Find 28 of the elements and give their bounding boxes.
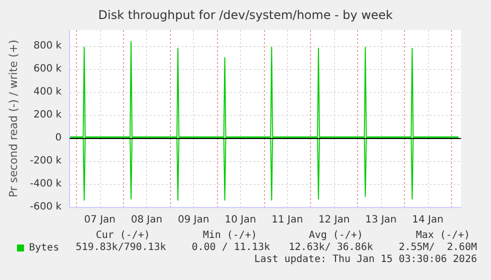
- text: 519.83k/790.13k: [76, 242, 166, 254]
- text: Min (-/+): [202, 230, 257, 242]
- y-tick-label: -200 k: [30, 156, 62, 167]
- x-tick-label: 12 Jan: [318, 214, 350, 226]
- text: 12.63k/ 36.86k: [288, 242, 373, 254]
- x-tick-label: 09 Jan: [178, 214, 210, 226]
- y-axis-title: Pr second read (-) / write (+): [7, 40, 20, 198]
- x-tick-label: 13 Jan: [365, 214, 397, 226]
- x-tick-label: 08 Jan: [131, 214, 162, 226]
- text: Last update: Thu Jan 15 03:30:06 2026: [254, 254, 477, 266]
- y-tick-label: 600 k: [34, 64, 62, 75]
- y-tick-label: 800 k: [34, 40, 62, 52]
- text: Avg (-/+): [308, 230, 363, 242]
- y-tick-label: -400 k: [30, 178, 62, 190]
- x-tick-label: 07 Jan: [84, 214, 116, 226]
- legend-label: Bytes: [29, 242, 60, 254]
- y-tick-label: -600 k: [30, 202, 62, 212]
- x-tick-label: 14 Jan: [412, 214, 444, 226]
- y-tick-label: 200 k: [34, 110, 62, 121]
- chart-title: Disk throughput for /dev/system/home - by week: [98, 8, 393, 22]
- x-tick-label: 11 Jan: [272, 214, 303, 226]
- text: 2.55M/ 2.60M: [398, 242, 477, 254]
- text: Cur (-/+): [96, 230, 150, 242]
- y-tick-label: 400 k: [34, 86, 62, 98]
- y-tick-label: 0: [55, 132, 62, 144]
- text: 0.00 / 11.13k: [192, 242, 270, 254]
- x-tick-label: 10 Jan: [224, 214, 256, 226]
- text: Max (-/+): [416, 230, 470, 242]
